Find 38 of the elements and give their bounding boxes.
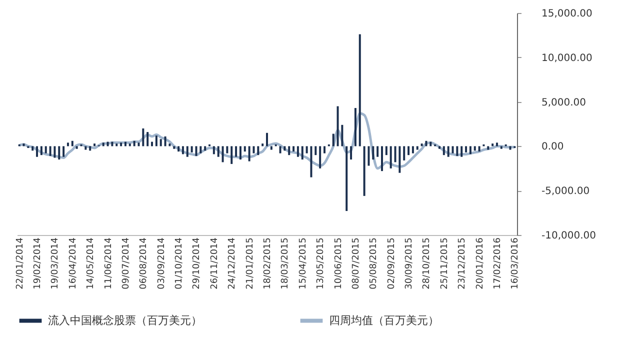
x-tick-label: 21/01/2015	[245, 238, 256, 290]
x-tick-label: 28/10/2015	[422, 238, 432, 290]
x-tick-label: 19/02/2014	[33, 237, 44, 290]
x-tick-label: 26/11/2014	[210, 237, 220, 290]
x-tick-label: 15/04/2015	[298, 238, 308, 290]
x-tick-label: 05/08/2015	[369, 238, 380, 290]
x-tick-label: 20/01/2016	[475, 237, 486, 290]
x-tick-label: 17/02/2016	[492, 237, 503, 290]
x-tick-label: 24/12/2014	[228, 237, 238, 290]
x-tick-label: 02/09/2015	[386, 238, 397, 290]
x-tick-label: 14/05/2014	[86, 237, 96, 290]
y-tick-label: -10,000.00	[542, 230, 596, 242]
y-tick-label: 15,000.00	[542, 8, 592, 20]
y-tick-label: 10,000.00	[542, 52, 592, 64]
x-tick-label: 10/06/2015	[334, 238, 344, 290]
legend-label: 流入中国概念股票（百万美元）	[48, 314, 202, 327]
y-tick-label: 5,000.00	[542, 97, 586, 108]
x-tick-label: 13/05/2015	[316, 238, 326, 290]
x-tick-label: 18/03/2015	[280, 238, 291, 290]
x-tick-label: 16/04/2014	[68, 237, 78, 290]
x-tick-label: 29/10/2014	[192, 237, 202, 290]
x-tick-label: 08/07/2015	[351, 238, 362, 290]
x-tick-label: 18/02/2015	[263, 238, 273, 290]
x-tick-label: 30/09/2015	[404, 238, 415, 290]
x-tick-label: 23/12/2015	[458, 238, 468, 290]
x-tick-label: 01/10/2014	[174, 237, 185, 290]
x-tick-label: 22/01/2014	[15, 237, 26, 290]
line-series	[18, 112, 516, 170]
x-tick-label: 16/03/2016	[510, 237, 521, 290]
x-tick-label: 06/08/2014	[139, 237, 150, 290]
y-tick-label: -5,000.00	[542, 186, 590, 198]
y-tick-label: 0.00	[542, 142, 564, 153]
x-tick-label: 03/09/2014	[156, 237, 167, 290]
x-tick-label: 09/07/2014	[121, 237, 132, 290]
x-tick-label: 19/03/2014	[50, 237, 61, 290]
x-tick-label: 25/11/2015	[440, 238, 450, 290]
x-tick-label: 11/06/2014	[104, 237, 114, 290]
legend-label: 四周均值（百万美元）	[329, 314, 439, 327]
